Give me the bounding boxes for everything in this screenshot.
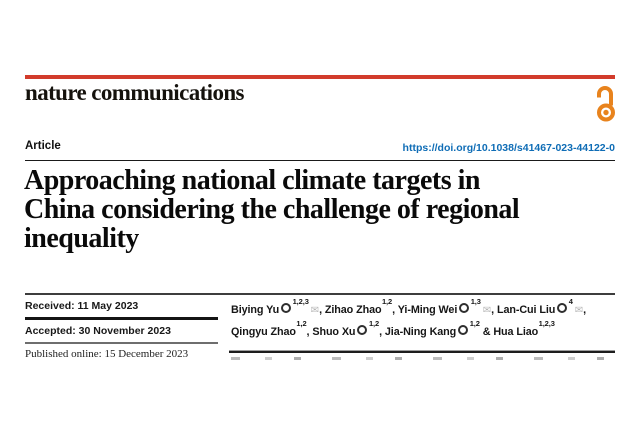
affiliation-superscript: 1,2 — [381, 297, 393, 306]
author-name: Lan-Cui Liu — [496, 303, 556, 316]
author: Jia-Ning Kang 1,2 & — [384, 319, 494, 338]
author-separator: , — [491, 303, 497, 316]
header-divider — [25, 160, 615, 161]
author: Qingyu Zhao1,2, — [231, 319, 313, 338]
dates-top-divider — [25, 293, 615, 295]
title-line-2: China considering the challenge of regio… — [24, 194, 520, 225]
published-date: Published online: 15 December 2023 — [25, 348, 189, 360]
affiliation-superscript: 1,2 — [469, 319, 480, 329]
author-name: Hua Liao — [493, 325, 539, 338]
author-name: Shuo Xu — [312, 325, 356, 338]
affiliation-superscript: 1,2,3 — [292, 297, 309, 306]
affiliation-superscript: 1,3 — [470, 297, 481, 306]
orcid-icon[interactable] — [357, 324, 368, 335]
affiliation-superscript: 1,2 — [296, 319, 307, 329]
affiliation-superscript: 1,2,3 — [538, 319, 555, 329]
author: Shuo Xu 1,2, — [312, 319, 385, 338]
doi-link[interactable]: https://doi.org/10.1038/s41467-023-44122… — [402, 142, 615, 154]
author-separator: , — [306, 325, 313, 338]
accepted-date: Accepted: 30 November 2023 — [25, 325, 171, 337]
email-icon[interactable]: ✉ — [310, 304, 320, 316]
author-separator: , — [583, 303, 586, 316]
title-line-1: Approaching national climate targets in — [24, 165, 480, 196]
email-icon[interactable]: ✉ — [574, 304, 584, 316]
orcid-icon[interactable] — [459, 302, 470, 313]
dates-bottom-divider — [25, 342, 218, 344]
title-line-3: inequality — [24, 223, 139, 254]
author-line: Biying Yu1,2,3✉, Zihao Zhao1,2, Yi-Ming … — [231, 297, 623, 319]
orcid-icon[interactable] — [557, 302, 568, 313]
author-separator: , — [392, 303, 398, 316]
affiliation-superscript: 4 — [568, 297, 573, 306]
author-list: Biying Yu1,2,3✉, Zihao Zhao1,2, Yi-Ming … — [231, 297, 623, 341]
article-title: Approaching national climate targets in … — [24, 166, 624, 253]
journal-brand-bar — [25, 75, 615, 79]
dates-mid-divider — [25, 317, 218, 320]
author: Lan-Cui Liu 4✉, — [496, 297, 586, 316]
received-date: Received: 11 May 2023 — [25, 300, 139, 312]
affiliation-superscript: 1,2 — [368, 319, 380, 329]
author-separator: , — [319, 303, 325, 316]
open-access-icon — [597, 86, 615, 122]
author: Biying Yu 1,2,3✉, — [231, 297, 325, 316]
author: Hua Liao1,2,3 — [493, 319, 555, 338]
author-name: Zihao Zhao — [324, 303, 382, 316]
author-separator: & — [479, 325, 494, 338]
author-name: Jia-Ning Kang — [384, 325, 457, 338]
orcid-icon[interactable] — [458, 324, 469, 335]
orcid-icon[interactable] — [281, 302, 292, 313]
author-separator: , — [379, 325, 385, 338]
article-type-label: Article — [25, 140, 61, 152]
clipped-text-line — [231, 357, 623, 360]
author: Zihao Zhao1,2, — [324, 297, 398, 316]
author-name: Yi-Ming Wei — [397, 303, 458, 316]
author-name: Biying Yu — [231, 303, 280, 316]
author-line: Qingyu Zhao1,2, Shuo Xu1,2, Jia-Ning Kan… — [231, 319, 623, 341]
author: Yi-Ming Wei 1,3✉, — [397, 297, 497, 316]
authors-divider — [229, 350, 615, 353]
journal-wordmark: nature communications — [25, 80, 245, 105]
email-icon[interactable]: ✉ — [482, 304, 492, 316]
author-name: Qingyu Zhao — [231, 325, 296, 338]
